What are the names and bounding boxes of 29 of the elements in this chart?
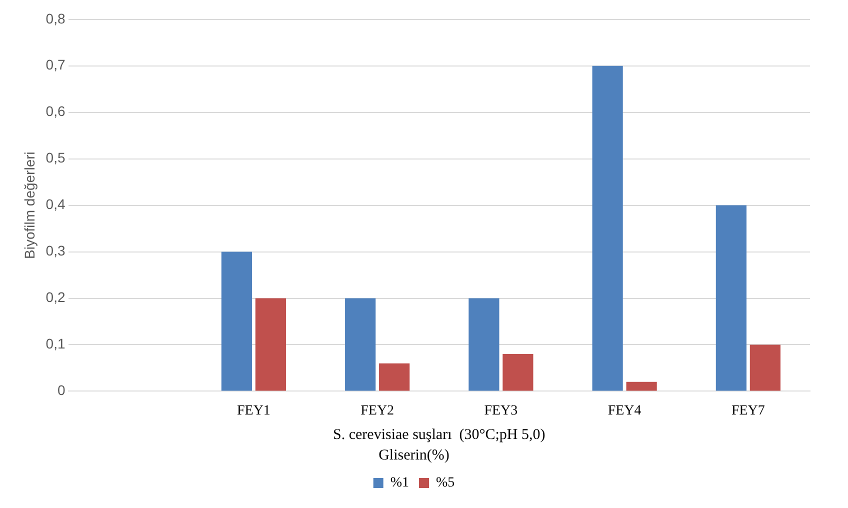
bar xyxy=(221,252,252,391)
x-tick-label: FEY3 xyxy=(484,403,518,418)
bar xyxy=(255,298,286,391)
legend-label: %5 xyxy=(436,476,455,491)
x-tick-label: FEY2 xyxy=(360,403,394,418)
y-tick-label: 0,7 xyxy=(46,56,66,73)
bar xyxy=(468,298,500,391)
bar xyxy=(626,382,657,391)
bar xyxy=(592,66,623,391)
y-tick-label: 0,4 xyxy=(46,196,66,212)
legend-label: %1 xyxy=(390,476,410,491)
y-axis-title: Biyofilm değerleri xyxy=(21,152,38,259)
y-tick-label: 0,6 xyxy=(46,103,66,120)
legend-title: Gliserin(%) xyxy=(378,447,450,464)
y-tick-label: 0,8 xyxy=(46,10,66,26)
y-tick-label: 0,1 xyxy=(46,336,66,352)
bar xyxy=(716,205,746,391)
bar xyxy=(750,344,780,391)
y-tick-label: 0,2 xyxy=(46,289,66,306)
bar xyxy=(502,354,534,391)
y-tick-label: 0,3 xyxy=(46,242,66,259)
y-tick-label: 0,5 xyxy=(46,150,66,166)
bar xyxy=(379,363,410,391)
bar xyxy=(345,298,376,391)
x-tick-label: FEY7 xyxy=(731,403,765,418)
x-tick-label: FEY1 xyxy=(236,403,270,418)
y-tick-label: 0 xyxy=(57,382,66,398)
x-tick-label: FEY4 xyxy=(608,403,642,418)
x-axis-title: S. cerevisiae suşları (30°C;pH 5,0) xyxy=(333,426,546,443)
